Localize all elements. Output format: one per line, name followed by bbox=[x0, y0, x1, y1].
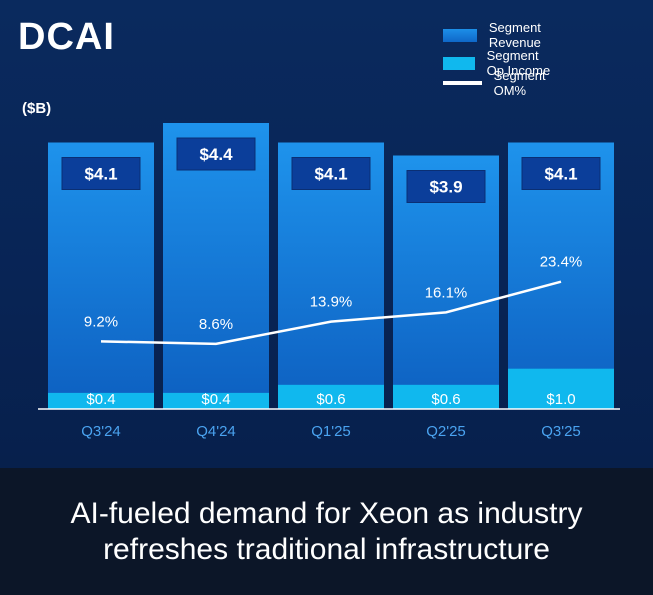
om-value-label: 9.2% bbox=[84, 313, 118, 330]
revenue-value-label: $3.9 bbox=[429, 178, 462, 197]
x-tick-label: Q2'25 bbox=[426, 423, 466, 440]
unit-label: ($B) bbox=[22, 100, 52, 117]
legend-op-income-label: Segment Op Income bbox=[486, 48, 551, 78]
revenue-badge bbox=[61, 157, 141, 190]
legend-om: Segment OM% bbox=[443, 68, 559, 98]
revenue-value-label: $4.1 bbox=[314, 165, 347, 184]
bar-chart: $4.1 $0.4 9.2% Q3'24 $4.4 $0.4 8.6% Q4'24 $4.1 $0… bbox=[38, 123, 620, 440]
op-income-value-label: $1.0 bbox=[546, 391, 575, 408]
caption-line-1: AI-fueled demand for Xeon as industry bbox=[70, 496, 583, 530]
legend-om-swatch bbox=[443, 80, 482, 85]
om-line bbox=[100, 280, 562, 346]
om-value-label: 8.6% bbox=[199, 316, 233, 333]
revenue-value-label: $4.1 bbox=[84, 165, 117, 184]
chart-slide: DCAI ($B) Segment Revenue Segment Op Inc… bbox=[0, 0, 653, 468]
revenue-bar bbox=[163, 123, 269, 409]
x-tick-label: Q1'25 bbox=[311, 423, 351, 440]
legend-revenue-label: Segment Revenue bbox=[488, 20, 541, 50]
legend-op-income: Segment Op Income bbox=[443, 48, 559, 78]
om-value-label: 23.4% bbox=[540, 254, 583, 271]
op-income-bar bbox=[393, 384, 499, 409]
op-income-bar bbox=[163, 392, 269, 409]
caption-line-2: refreshes traditional infrastructure bbox=[103, 532, 550, 566]
caption: AI-fueled demand for Xeon as industry re… bbox=[0, 468, 653, 595]
legend-revenue-swatch bbox=[443, 28, 477, 42]
op-income-bar bbox=[48, 392, 154, 409]
chart-title: DCAI bbox=[18, 16, 115, 58]
op-income-value-label: $0.6 bbox=[316, 391, 345, 408]
x-tick-label: Q3'25 bbox=[541, 423, 581, 440]
op-income-value-label: $0.6 bbox=[431, 391, 460, 408]
revenue-badge bbox=[291, 157, 371, 190]
revenue-value-label: $4.4 bbox=[199, 145, 233, 164]
op-income-bar bbox=[278, 384, 384, 409]
op-income-value-label: $0.4 bbox=[86, 391, 115, 408]
x-tick-label: Q4'24 bbox=[196, 423, 236, 440]
legend-om-label: Segment OM% bbox=[493, 67, 546, 98]
revenue-badge bbox=[521, 157, 601, 190]
om-value-label: 13.9% bbox=[310, 294, 353, 311]
revenue-badge bbox=[406, 170, 486, 203]
legend-op-income-swatch bbox=[443, 56, 475, 70]
legend-revenue: Segment Revenue bbox=[443, 20, 559, 50]
revenue-value-label: $4.1 bbox=[544, 165, 577, 184]
op-income-value-label: $0.4 bbox=[201, 391, 230, 408]
op-income-bar bbox=[508, 368, 614, 409]
om-value-label: 16.1% bbox=[425, 284, 468, 301]
x-tick-label: Q3'24 bbox=[81, 423, 121, 440]
revenue-badge bbox=[176, 137, 256, 171]
